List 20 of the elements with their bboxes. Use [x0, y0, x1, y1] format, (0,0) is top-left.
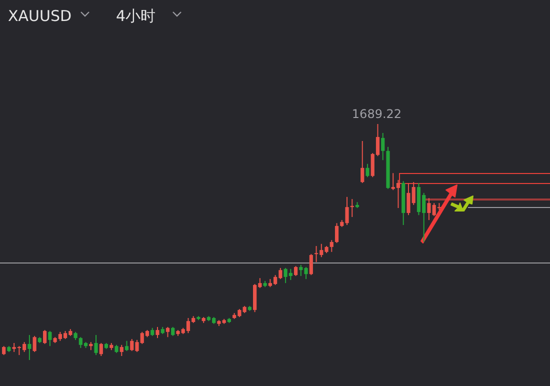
candlestick	[94, 334, 98, 356]
candlestick	[309, 254, 313, 276]
candlestick	[381, 132, 385, 161]
chart-subtitle: 4小时	[116, 7, 156, 25]
candlestick	[334, 222, 339, 244]
candlestick	[43, 330, 47, 344]
candlestick	[294, 266, 298, 276]
candlestick	[124, 340, 129, 352]
candlestick	[99, 342, 103, 356]
annotation: 1689.22	[352, 107, 402, 121]
candlestick	[166, 326, 170, 338]
candlestick	[366, 163, 370, 178]
chart-title: XAUUSD	[8, 7, 72, 25]
candlestick	[360, 140, 364, 184]
candlestick	[28, 334, 32, 360]
candlestick	[120, 344, 124, 356]
candlestick	[32, 335, 36, 352]
candlestick	[48, 330, 52, 347]
candlestick	[156, 326, 160, 339]
candlestick	[330, 240, 334, 252]
